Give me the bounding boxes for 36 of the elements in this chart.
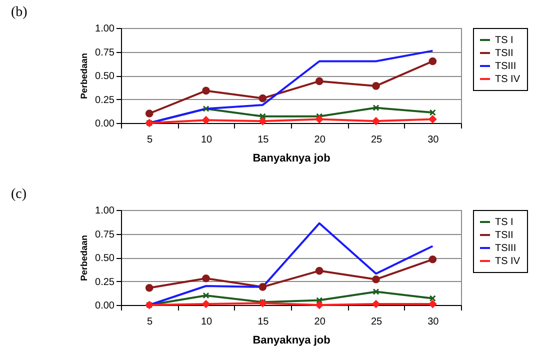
- x-tick-label: 15: [258, 134, 270, 146]
- y-tick-label: 0.75: [95, 229, 115, 240]
- x-tick-label: 20: [314, 134, 326, 146]
- x-tick-label: 10: [200, 316, 212, 328]
- y-tick-label: 0.50: [95, 71, 115, 82]
- legend-label: TSIII: [495, 243, 516, 254]
- chart-title: (b): [11, 5, 28, 20]
- legend-label: TS IV: [495, 74, 520, 85]
- x-tick-label: 5: [147, 134, 154, 146]
- y-axis-title: Perbedaan: [79, 52, 90, 100]
- legend-label: TS IV: [495, 256, 520, 267]
- x-tick-label: 30: [428, 134, 440, 146]
- legend-label: TSII: [495, 48, 514, 59]
- chart-title: (c): [11, 187, 27, 202]
- x-axis-title: Banyaknya job: [252, 334, 331, 346]
- legend-label: TS I: [495, 217, 514, 228]
- y-tick-label: 0.25: [95, 94, 115, 106]
- x-tick-label: 10: [200, 134, 212, 146]
- legend-label: TS I: [495, 35, 514, 46]
- y-axis-title: Perbedaan: [79, 234, 90, 282]
- y-tick-label: 1.00: [95, 24, 115, 34]
- x-tick-label: 30: [428, 316, 440, 328]
- y-tick-label: 0.50: [95, 253, 115, 264]
- x-tick-label: 25: [370, 316, 382, 328]
- x-tick-label: 25: [370, 134, 382, 146]
- x-tick-label: 15: [258, 316, 270, 328]
- x-tick-label: 5: [147, 316, 154, 328]
- y-tick-label: 0.00: [95, 118, 115, 130]
- y-tick-label: 0.25: [95, 276, 115, 288]
- y-tick-label: 1.00: [95, 206, 115, 216]
- x-axis-title: Banyaknya job: [252, 152, 331, 164]
- legend-label: TSII: [495, 230, 514, 241]
- legend-label: TSIII: [495, 61, 516, 72]
- y-tick-label: 0.75: [95, 47, 115, 58]
- x-tick-label: 20: [314, 316, 326, 328]
- y-tick-label: 0.00: [95, 300, 115, 312]
